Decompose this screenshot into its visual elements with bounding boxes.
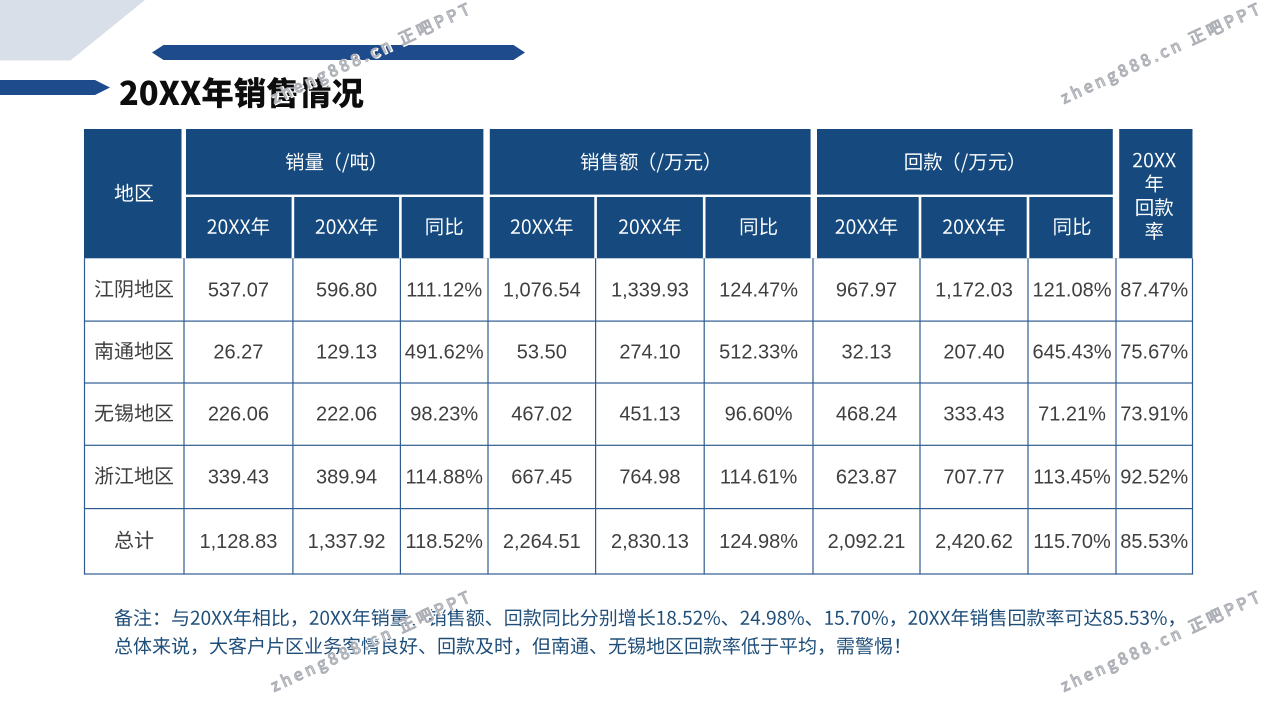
svg-text:1,339.93: 1,339.93 [611,280,689,302]
svg-text:226.06: 226.06 [208,404,269,426]
svg-text:2,264.51: 2,264.51 [503,531,581,553]
svg-text:113.45%: 113.45% [1033,467,1111,489]
svg-text:707.77: 707.77 [943,467,1004,489]
svg-text:87.47%: 87.47% [1120,280,1188,302]
svg-text:645.43%: 645.43% [1033,342,1112,364]
svg-text:389.94: 389.94 [316,467,377,489]
svg-text:967.97: 967.97 [836,280,897,302]
svg-text:467.02: 467.02 [511,404,572,426]
svg-text:118.52%: 118.52% [405,531,483,553]
svg-text:73.91%: 73.91% [1120,404,1188,426]
svg-text:274.10: 274.10 [619,342,680,364]
svg-text:129.13: 129.13 [316,342,377,364]
svg-text:451.13: 451.13 [619,404,680,426]
svg-text:222.06: 222.06 [316,404,377,426]
svg-text:1,172.03: 1,172.03 [935,280,1013,302]
svg-text:53.50: 53.50 [517,342,567,364]
svg-text:124.98%: 124.98% [719,531,798,553]
svg-text:2,092.21: 2,092.21 [828,531,906,553]
svg-text:623.87: 623.87 [836,467,897,489]
svg-text:537.07: 537.07 [208,280,269,302]
svg-text:333.43: 333.43 [943,404,1004,426]
svg-text:2,420.62: 2,420.62 [935,531,1013,553]
svg-text:26.27: 26.27 [213,342,263,364]
svg-text:92.52%: 92.52% [1120,467,1188,489]
svg-text:96.60%: 96.60% [725,404,793,426]
svg-text:207.40: 207.40 [943,342,1004,364]
svg-text:114.61%: 114.61% [720,467,798,489]
svg-text:111.12%: 111.12% [406,280,482,302]
svg-text:1,076.54: 1,076.54 [503,280,581,302]
svg-text:115.70%: 115.70% [1033,531,1111,553]
svg-text:512.33%: 512.33% [719,342,798,364]
svg-text:85.53%: 85.53% [1120,531,1188,553]
svg-text:98.23%: 98.23% [410,404,478,426]
svg-text:667.45: 667.45 [511,467,572,489]
svg-text:468.24: 468.24 [836,404,897,426]
svg-text:75.67%: 75.67% [1120,342,1188,364]
svg-text:121.08%: 121.08% [1033,280,1112,302]
svg-text:114.88%: 114.88% [405,467,483,489]
svg-text:596.80: 596.80 [316,280,377,302]
svg-text:339.43: 339.43 [208,467,269,489]
svg-text:71.21%: 71.21% [1038,404,1106,426]
svg-text:1,128.83: 1,128.83 [199,531,277,553]
svg-text:32.13: 32.13 [841,342,891,364]
svg-text:124.47%: 124.47% [719,280,798,302]
svg-text:2,830.13: 2,830.13 [611,531,689,553]
svg-text:1,337.92: 1,337.92 [308,531,386,553]
svg-text:764.98: 764.98 [619,467,680,489]
svg-text:491.62%: 491.62% [405,342,484,364]
